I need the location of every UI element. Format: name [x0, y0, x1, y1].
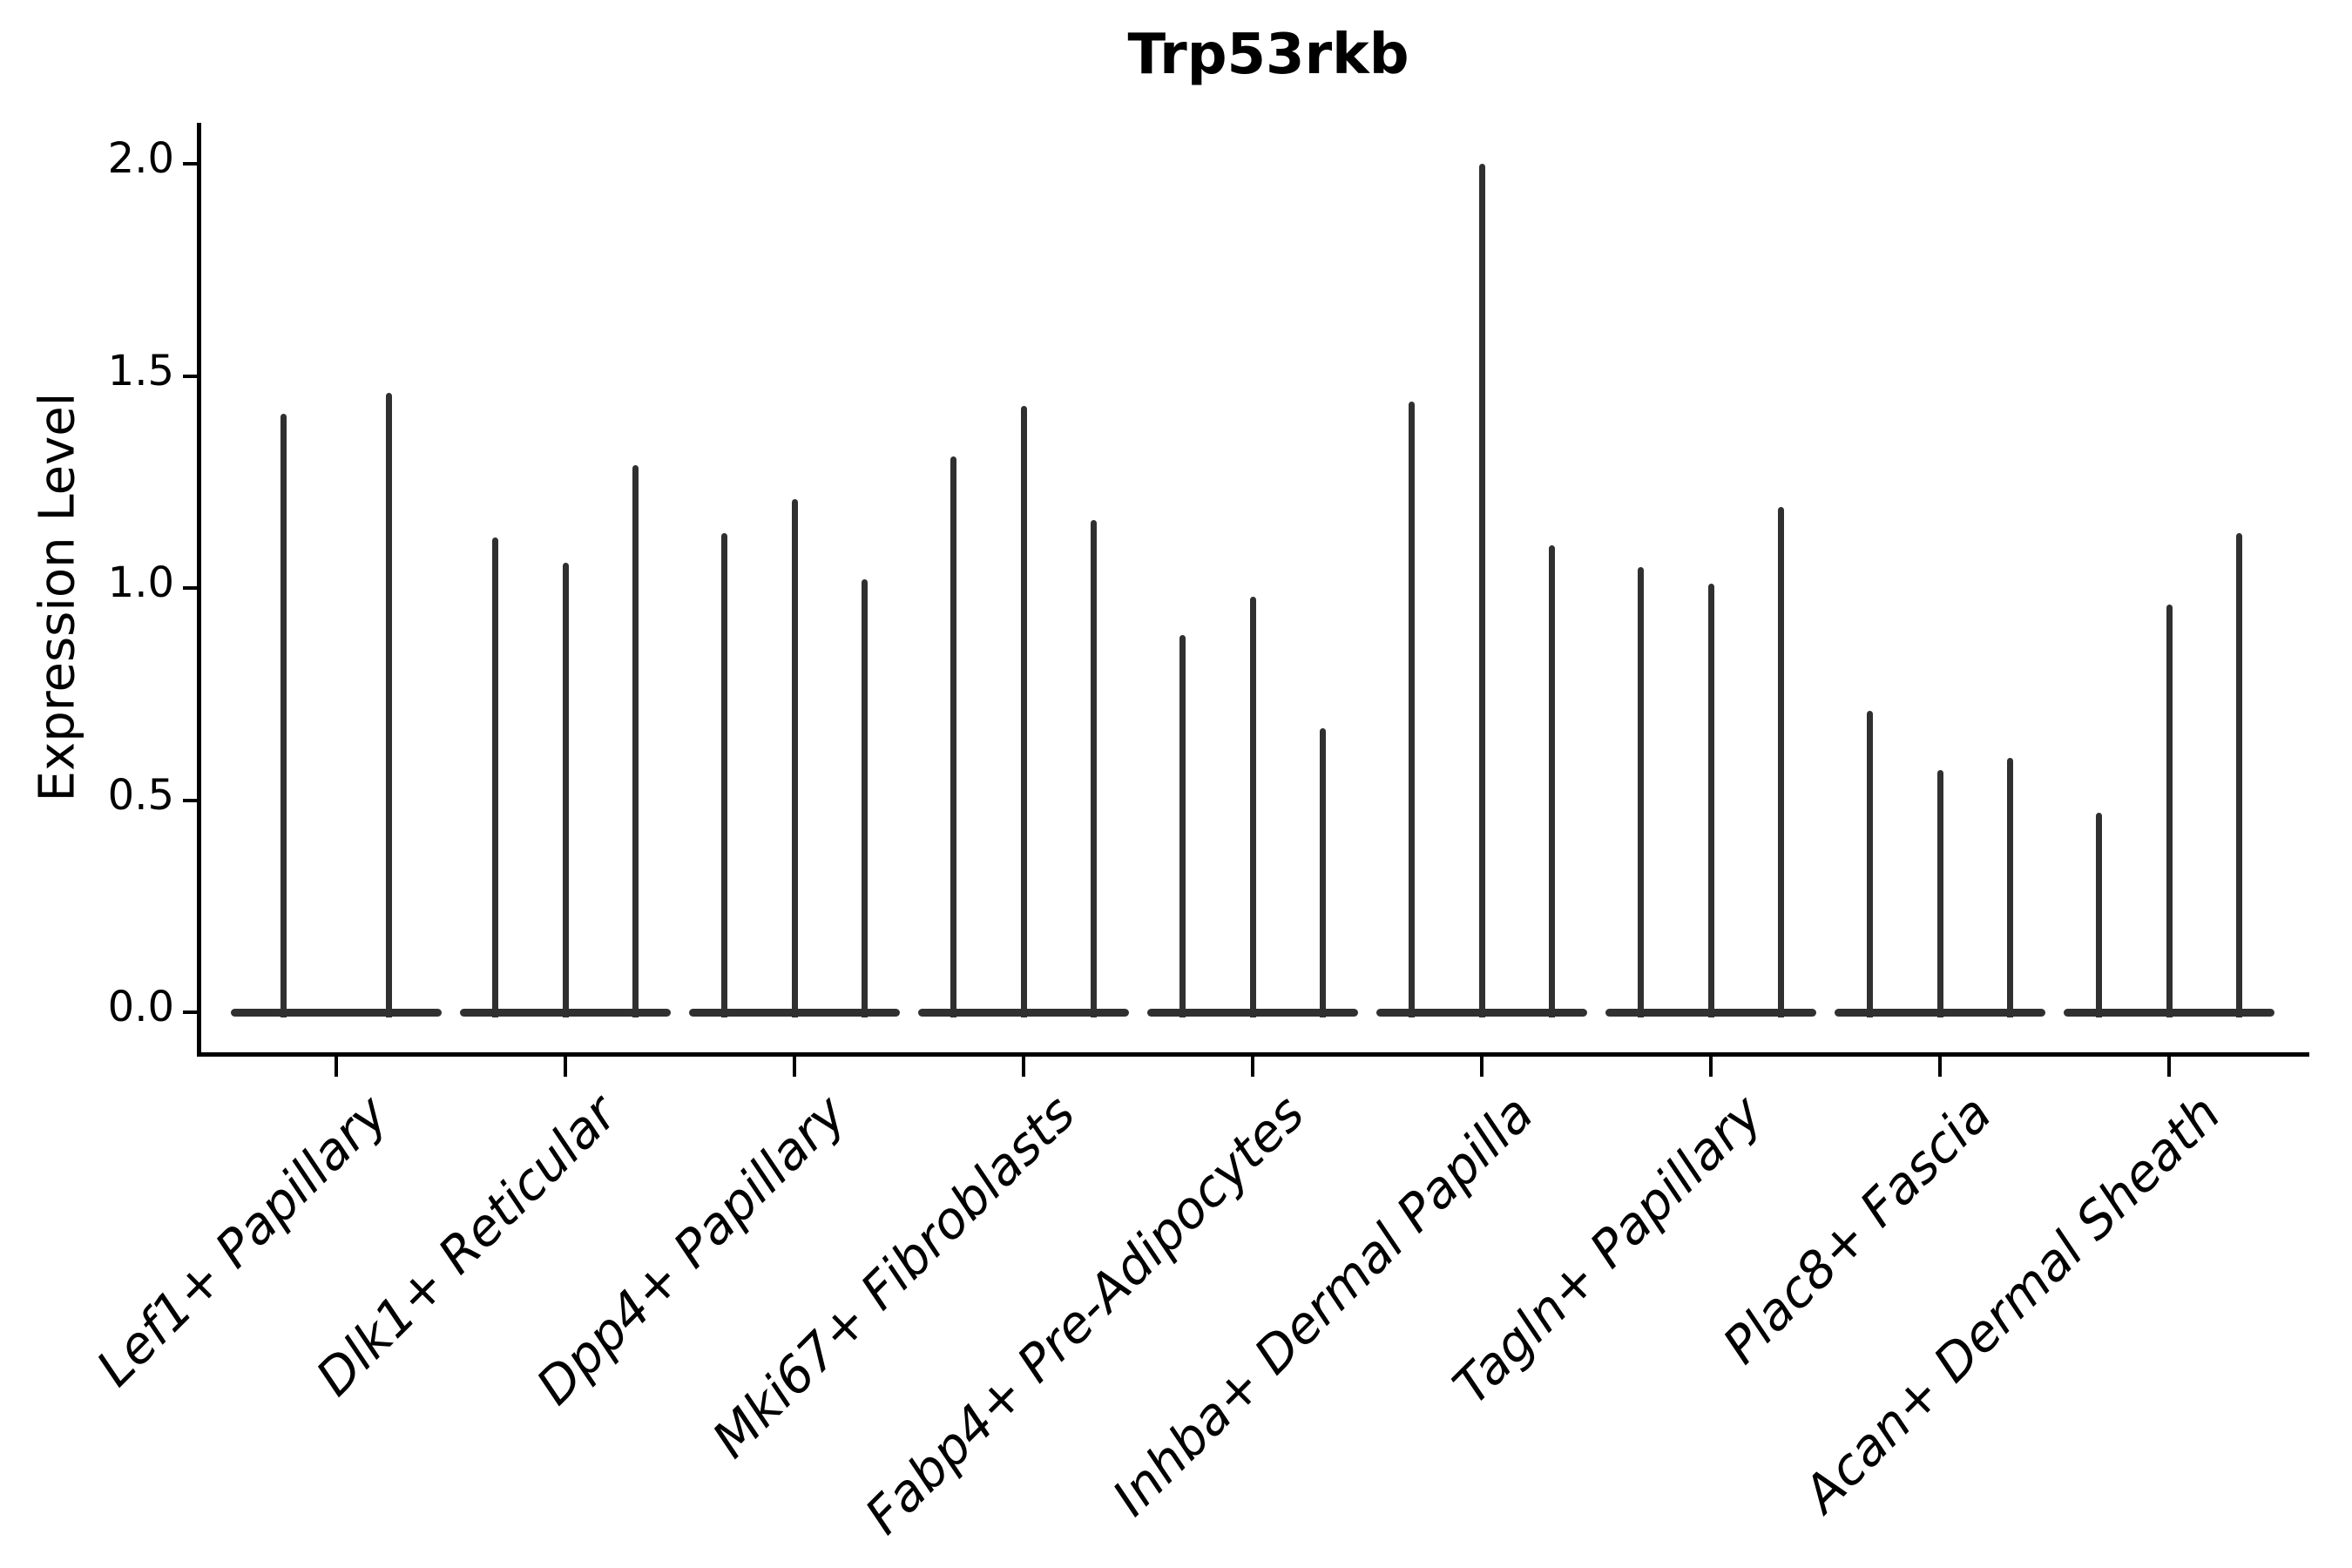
x-tick-mark — [564, 1057, 567, 1077]
violin-spike — [1637, 566, 1644, 1017]
y-tick-label: 2.0 — [107, 134, 174, 183]
chart-title: Trp53rkb — [1127, 23, 1409, 87]
x-tick-mark — [1480, 1057, 1484, 1077]
x-tick-mark — [1938, 1057, 1942, 1077]
violin-spike — [862, 579, 868, 1017]
violin-spike — [1707, 584, 1714, 1017]
x-axis-spine — [197, 1052, 2309, 1057]
violin-spike — [1020, 405, 1027, 1017]
y-tick-label: 1.5 — [107, 346, 174, 395]
y-tick-label: 1.0 — [107, 558, 174, 607]
violin-spike — [1320, 727, 1327, 1017]
x-tick-mark — [793, 1057, 796, 1077]
violin-spike — [2007, 757, 2014, 1017]
y-tick-mark — [183, 162, 198, 166]
violin-spike — [386, 392, 392, 1017]
violin-spike — [950, 456, 956, 1017]
violin-spike — [1179, 634, 1186, 1017]
violin-spike — [1408, 401, 1415, 1017]
violin-spike — [491, 537, 498, 1017]
violin-spike — [1091, 520, 1098, 1017]
y-axis-spine — [197, 123, 201, 1057]
y-tick-mark — [183, 374, 198, 378]
violin-spike — [632, 464, 639, 1017]
x-tick-mark — [1251, 1057, 1254, 1077]
x-tick-mark — [335, 1057, 338, 1077]
y-tick-mark — [183, 1010, 198, 1014]
violin-spike — [1936, 770, 1943, 1017]
violin-spike — [562, 562, 569, 1017]
violin-spike — [1866, 711, 1873, 1017]
x-tick-mark — [1709, 1057, 1713, 1077]
y-tick-mark — [183, 798, 198, 802]
violin-spike — [1778, 507, 1785, 1017]
y-tick-label: 0.0 — [107, 983, 174, 1031]
violin-spike — [2166, 605, 2173, 1017]
violin-spike — [720, 532, 727, 1017]
violin-spike — [1478, 164, 1485, 1017]
violin-spike — [2095, 813, 2102, 1017]
x-tick-mark — [1022, 1057, 1025, 1077]
violin-baseline — [231, 1008, 442, 1017]
violin-spike — [1549, 545, 1556, 1017]
y-tick-label: 0.5 — [107, 770, 174, 820]
violin-spike — [1249, 596, 1256, 1017]
violin-spike — [280, 414, 287, 1017]
violin-spike — [791, 498, 798, 1017]
x-tick-mark — [2167, 1057, 2171, 1077]
y-tick-mark — [183, 586, 198, 590]
violin-spike — [2236, 532, 2243, 1017]
